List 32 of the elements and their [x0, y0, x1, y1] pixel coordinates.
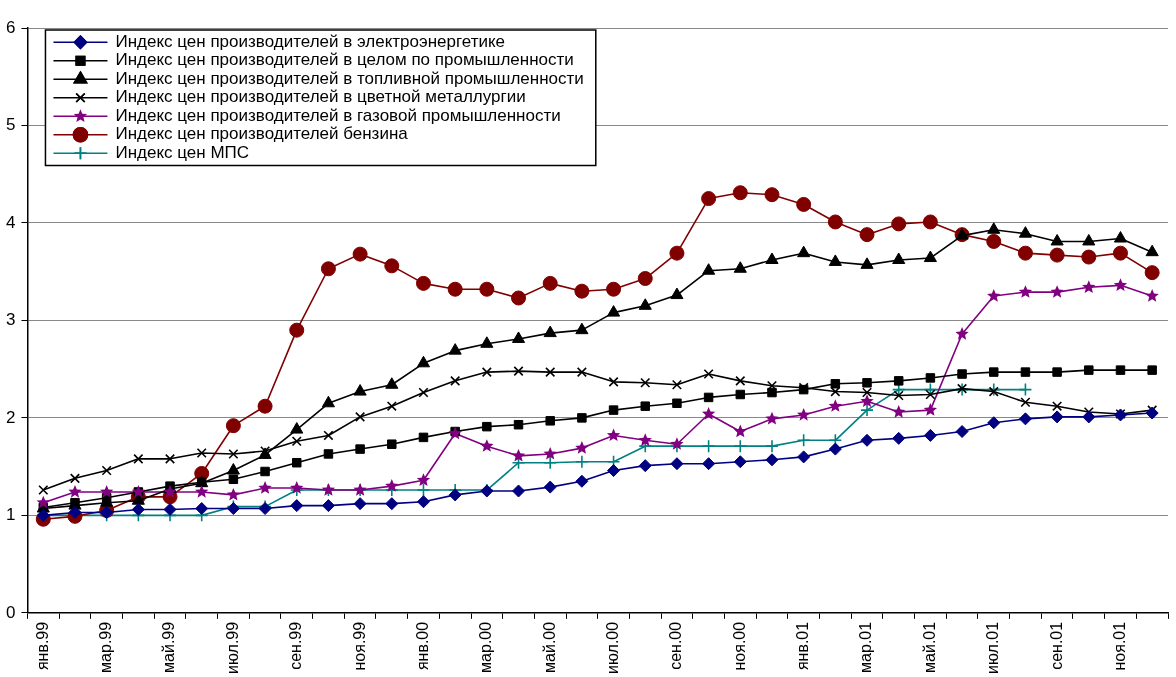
x-tick-label: май.00	[540, 621, 558, 673]
legend-label: Индекс цен производителей в электроэнергетике	[115, 31, 506, 51]
x-tick-label: янв.01	[794, 621, 812, 671]
y-tick-label: 6	[5, 17, 16, 37]
x-tick-label: июл.01	[984, 621, 1002, 675]
y-tick-label: 2	[5, 407, 16, 427]
x-tick-label: ноя.99	[350, 621, 368, 671]
y-tick-label: 3	[5, 310, 16, 330]
legend-label: Индекс цен производителей в топливной промышленности	[115, 68, 584, 88]
x-tick-label: ноя.01	[1110, 621, 1128, 671]
x-tick-label: май.99	[160, 621, 178, 673]
x-tick-label: май.01	[920, 621, 938, 673]
legend-label: Индекс цен МПС	[115, 142, 250, 162]
x-tick-label: сен.01	[1047, 621, 1065, 670]
x-tick-label: ноя.00	[730, 621, 748, 671]
x-tick-label: сен.00	[667, 621, 685, 670]
x-tick-label: июл.00	[603, 621, 621, 675]
x-tick-label: янв.00	[413, 621, 431, 671]
legend-label: Индекс цен производителей бензина	[115, 124, 409, 144]
y-tick-label: 4	[5, 212, 16, 232]
legend-label: Индекс цен производителей в газовой промышленности	[115, 105, 561, 125]
y-tick-label: 5	[5, 115, 16, 135]
x-tick-label: мар.01	[857, 621, 875, 673]
y-tick-label: 0	[5, 602, 16, 622]
x-tick-label: мар.00	[477, 621, 495, 673]
x-tick-label: мар.99	[97, 621, 115, 673]
y-tick-label: 1	[5, 505, 16, 525]
x-tick-label: сен.99	[287, 621, 305, 670]
x-tick-label: июл.99	[223, 621, 241, 675]
x-tick-label: янв.99	[33, 621, 51, 671]
legend-label: Индекс цен производителей в цветной металлургии	[115, 87, 526, 107]
legend-label: Индекс цен производителей в целом по промышленности	[115, 50, 574, 70]
